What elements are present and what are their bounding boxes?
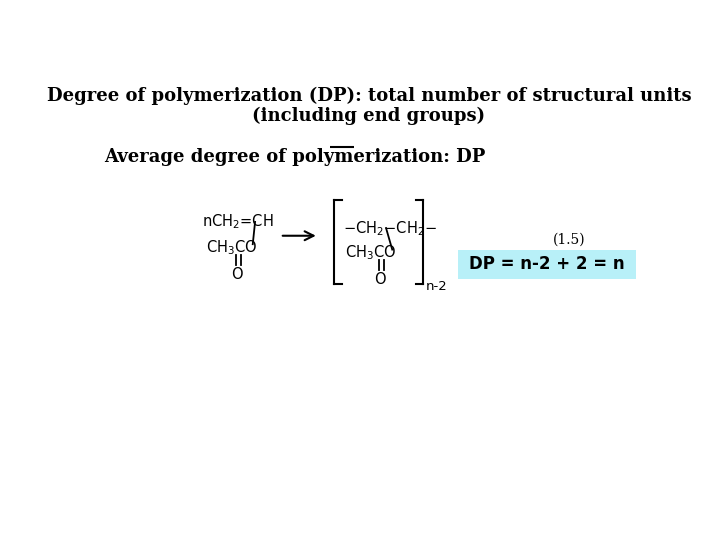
Text: CH$_3$CO: CH$_3$CO <box>345 244 396 262</box>
Text: (1.5): (1.5) <box>553 233 585 247</box>
Text: Average degree of polymerization: DP: Average degree of polymerization: DP <box>104 148 485 166</box>
Text: n-2: n-2 <box>426 280 447 293</box>
Text: O: O <box>231 267 243 281</box>
Bar <box>458 249 636 279</box>
Text: (including end groups): (including end groups) <box>253 107 485 125</box>
Text: nCH$_2$=CH: nCH$_2$=CH <box>202 213 274 231</box>
Text: Degree of polymerization (DP): total number of structural units: Degree of polymerization (DP): total num… <box>47 86 691 105</box>
Text: O: O <box>374 272 386 287</box>
Text: $-$CH$_2$$-$CH$_2$$-$: $-$CH$_2$$-$CH$_2$$-$ <box>343 219 437 238</box>
Text: DP = n-2 + 2 = n: DP = n-2 + 2 = n <box>469 255 625 273</box>
Text: CH$_3$CO: CH$_3$CO <box>206 238 258 256</box>
